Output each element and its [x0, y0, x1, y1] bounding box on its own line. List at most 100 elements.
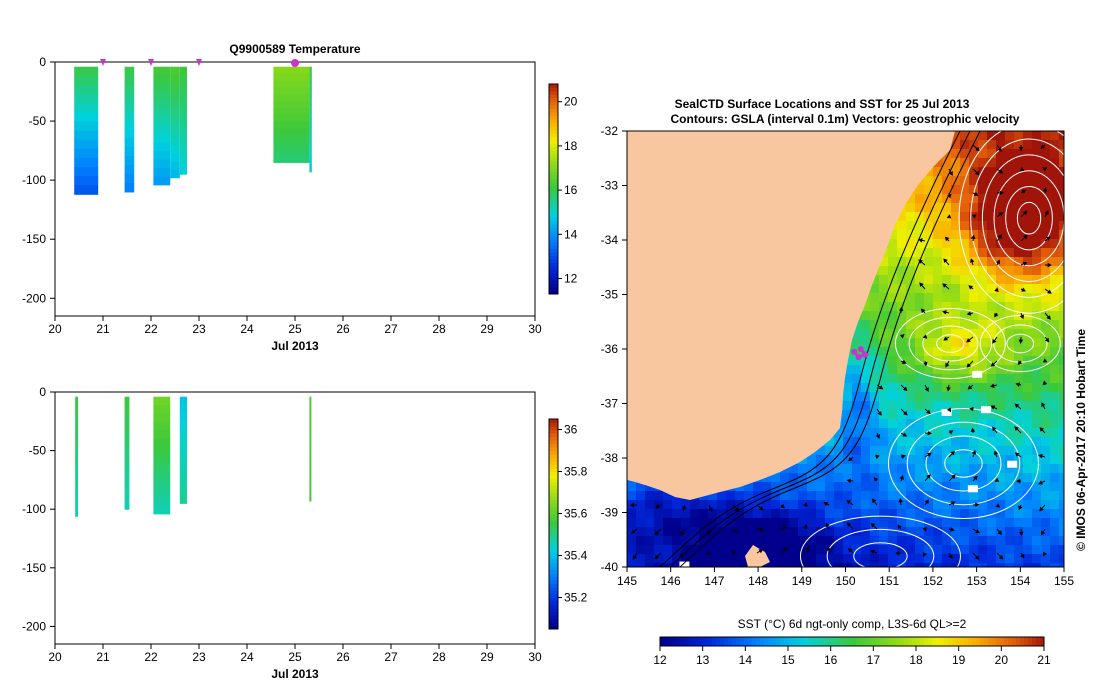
velocity-arrowhead [1046, 315, 1051, 320]
sst-cell [942, 518, 952, 528]
sst-cell [645, 527, 655, 537]
sst-cell [645, 500, 655, 510]
sst-cell [627, 518, 637, 528]
sst-cell [1005, 203, 1015, 213]
sst-cell [1023, 482, 1033, 492]
colorbar-segment [549, 555, 558, 560]
sst-cell [996, 347, 1006, 357]
sst-cell [897, 419, 907, 429]
velocity-arrowhead [630, 529, 636, 534]
sst-cell [1050, 257, 1060, 267]
sst-cell [861, 329, 871, 339]
velocity-arrowhead [990, 362, 996, 367]
sst-cell [951, 482, 961, 492]
velocity-arrowhead [995, 503, 1001, 508]
sst-cell [888, 428, 898, 438]
sst-cell [978, 491, 988, 501]
sst-cell [942, 311, 952, 321]
sst-cell [1050, 293, 1060, 303]
temperature-xlabel: Jul 2013 [271, 339, 319, 353]
colorbar-segment [549, 534, 558, 539]
velocity-arrowhead [1014, 403, 1020, 408]
sst-cell [1023, 158, 1033, 168]
velocity-arrowhead [967, 385, 973, 390]
sst-cell [906, 248, 916, 258]
profile-cell [179, 151, 187, 160]
sst-cell [1041, 176, 1051, 186]
sst-cell [915, 473, 925, 483]
sst-cell [978, 545, 988, 555]
sst-cell [987, 203, 997, 213]
profile-cell [124, 420, 130, 430]
sst-cell [933, 410, 943, 420]
sst-cell [1032, 410, 1042, 420]
sst-cell [834, 482, 844, 492]
sst-cell [780, 482, 790, 492]
sst-cell [1014, 392, 1024, 402]
sst-cell [987, 239, 997, 249]
sst-cell [1014, 365, 1024, 375]
sst-cell [744, 509, 754, 519]
sst-cell [996, 554, 1006, 564]
sst-cell [708, 563, 718, 567]
profile-cell [170, 146, 180, 155]
sst-cell [1041, 455, 1051, 465]
sst-colorbar-segment [1028, 637, 1033, 646]
sst-cell [906, 491, 916, 501]
sst-cell [870, 311, 880, 321]
sst-colorbar-segment [752, 637, 757, 646]
sst-colorbar-segment [948, 637, 953, 646]
profile-cell [273, 66, 310, 75]
sst-cell [735, 518, 745, 528]
sst-cell [1005, 239, 1015, 249]
sst-cell [879, 554, 889, 564]
velocity-arrowhead [706, 530, 712, 536]
velocity-arrowhead [1018, 146, 1024, 152]
sst-cell [1014, 140, 1024, 150]
profile-cell [124, 129, 135, 139]
sst-cell [627, 482, 637, 492]
sst-cell [861, 419, 871, 429]
velocity-arrowhead [632, 555, 637, 560]
sst-cell [915, 437, 925, 447]
sst-cell [978, 536, 988, 546]
sst-cell [969, 410, 979, 420]
profile-cell [309, 456, 312, 465]
sst-cell [879, 518, 889, 528]
sst-cell [1032, 527, 1042, 537]
sst-cell [1005, 185, 1015, 195]
sst-cell [951, 284, 961, 294]
sst-cell [942, 293, 952, 303]
sst-cell [1005, 293, 1015, 303]
sst-cell [951, 401, 961, 411]
velocity-arrowhead [804, 546, 810, 551]
profile-cell [74, 130, 99, 141]
sst-cell [1059, 554, 1064, 564]
sst-cell [960, 284, 970, 294]
sst-colorbar-segment [1032, 637, 1037, 646]
sst-cell [897, 536, 907, 546]
x-tick-label: 29 [480, 650, 494, 664]
velocity-arrowhead [1047, 262, 1052, 268]
velocity-arrowhead [902, 432, 908, 437]
sst-cell [879, 347, 889, 357]
colorbar-segment [549, 601, 558, 605]
sst-cell [762, 473, 772, 483]
profile-cell [179, 74, 187, 83]
sst-cell [1059, 491, 1064, 501]
sst-cell [942, 482, 952, 492]
sst-cell [933, 320, 943, 330]
profile-cell [124, 412, 130, 422]
sst-cell [807, 563, 817, 567]
sst-cell [897, 383, 907, 393]
velocity-arrowhead [846, 499, 851, 505]
profile-cell [74, 75, 99, 86]
sst-cell [1059, 176, 1064, 186]
cloud-gap [1007, 460, 1018, 468]
profile-cell [309, 126, 312, 135]
colorbar-segment [549, 154, 558, 158]
cloud-gap [980, 406, 991, 414]
sst-cell [906, 329, 916, 339]
sst-cell [798, 473, 808, 483]
velocity-arrowhead [943, 258, 948, 263]
